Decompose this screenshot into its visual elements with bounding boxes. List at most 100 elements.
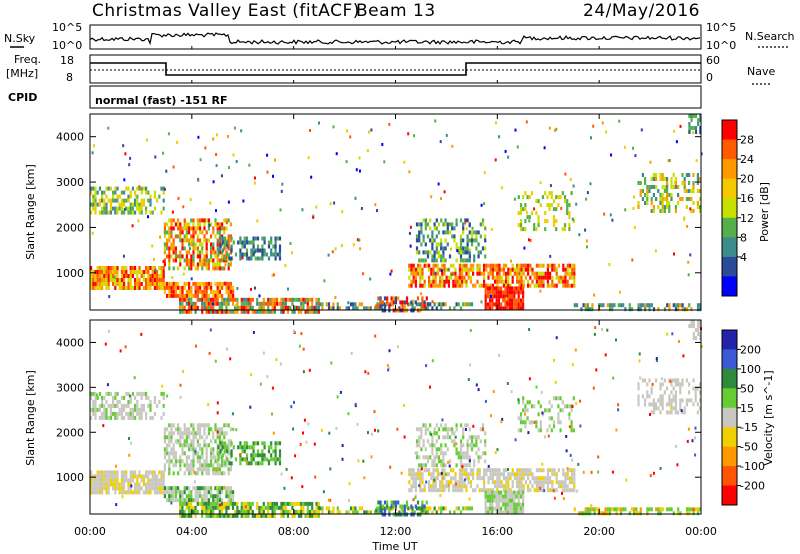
heatmap-cell [694,398,697,403]
heatmap-cell [475,439,478,444]
heatmap-cell [163,467,166,472]
heatmap-cell [646,303,649,308]
heatmap-cell [481,246,485,251]
heatmap-cell [506,286,509,291]
heatmap-cell [242,501,246,506]
heatmap-cell [192,242,195,247]
heatmap-cell [699,189,702,193]
heatmap-cell [685,511,689,516]
heatmap-cell [634,154,637,158]
heatmap-cell [491,510,494,515]
heatmap-cell [489,498,492,503]
heatmap-cell [205,218,208,223]
heatmap-cell [256,244,260,249]
heatmap-cell [540,390,543,394]
heatmap-cell [114,482,117,487]
heatmap-cell [123,266,126,270]
heatmap-cell [505,275,508,280]
heatmap-cell [468,248,471,252]
heatmap-cell [201,281,204,286]
heatmap-cell [317,305,320,310]
heatmap-cell [192,498,195,503]
heatmap-cell [265,252,268,257]
heatmap-cell [466,455,469,460]
heatmap-cell [239,453,242,457]
heatmap-cell [260,305,263,310]
heatmap-cell [341,210,344,214]
heatmap-cell [432,484,435,489]
heatmap-cell [418,302,421,307]
heatmap-cell [464,506,467,511]
heatmap-cell [203,459,206,464]
heatmap-cell [692,209,695,213]
heatmap-cell [399,300,402,305]
heatmap-cell [280,297,283,302]
heatmap-cell [571,217,574,221]
heatmap-cell [425,480,428,484]
heatmap-cell [537,215,540,220]
heatmap-cell [459,250,463,255]
heatmap-cell [105,399,108,404]
heatmap-cell [367,306,370,311]
heatmap-cell [103,210,106,215]
heatmap-cell [278,301,281,306]
heatmap-cell [163,490,166,495]
heatmap-cell [360,506,364,511]
heatmap-cell [223,505,226,510]
heatmap-cell [663,390,666,395]
heatmap-cell [679,511,682,516]
heatmap-cell [114,411,117,416]
heatmap-cell [519,510,522,515]
heatmap-cell [518,472,521,477]
heatmap-cell [429,431,432,436]
heatmap-cell [458,484,461,489]
heatmap-cell [170,285,173,290]
heatmap-cell [553,468,556,473]
heatmap-cell [571,271,574,276]
heatmap-cell [666,507,669,512]
heatmap-cell [185,467,188,472]
heatmap-cell [529,472,532,477]
heatmap-cell [451,144,454,148]
heatmap-cell [479,234,482,239]
heatmap-cell [183,305,186,310]
heatmap-cell [116,282,119,286]
heatmap-cell [181,459,184,464]
heatmap-cell [234,509,237,514]
heatmap-cell [696,189,699,193]
heatmap-cell [441,484,444,489]
heatmap-cell [293,513,296,518]
heatmap-cell [196,234,199,239]
heatmap-cell [455,218,458,223]
heatmap-cell [474,283,477,288]
heatmap-cell [94,490,97,495]
heatmap-cell [273,301,276,306]
heatmap-cell [205,509,208,514]
heatmap-cell [170,439,173,444]
heatmap-cell [443,190,446,194]
heatmap-cell [539,289,542,293]
heatmap-cell [519,502,522,507]
colorbar-swatch [722,139,737,160]
heatmap-cell [484,431,487,436]
heatmap-cell [107,126,110,130]
heatmap-cell [604,507,607,512]
heatmap-cell [513,476,516,481]
heatmap-cell [272,244,275,249]
heatmap-cell [624,208,627,212]
heatmap-cell [210,427,213,432]
heatmap-cell [697,320,700,324]
heatmap-cell [441,271,444,276]
heatmap-cell [313,309,316,314]
heatmap-cell [487,468,490,473]
heatmap-cell [392,500,395,505]
heatmap-cell [624,507,627,512]
heatmap-cell [107,490,110,495]
heatmap-cell [551,472,554,477]
heatmap-cell [458,488,461,493]
heatmap-cell [444,230,447,235]
heatmap-cell [562,480,565,485]
heatmap-cell [470,443,474,448]
heatmap-cell [192,459,195,464]
